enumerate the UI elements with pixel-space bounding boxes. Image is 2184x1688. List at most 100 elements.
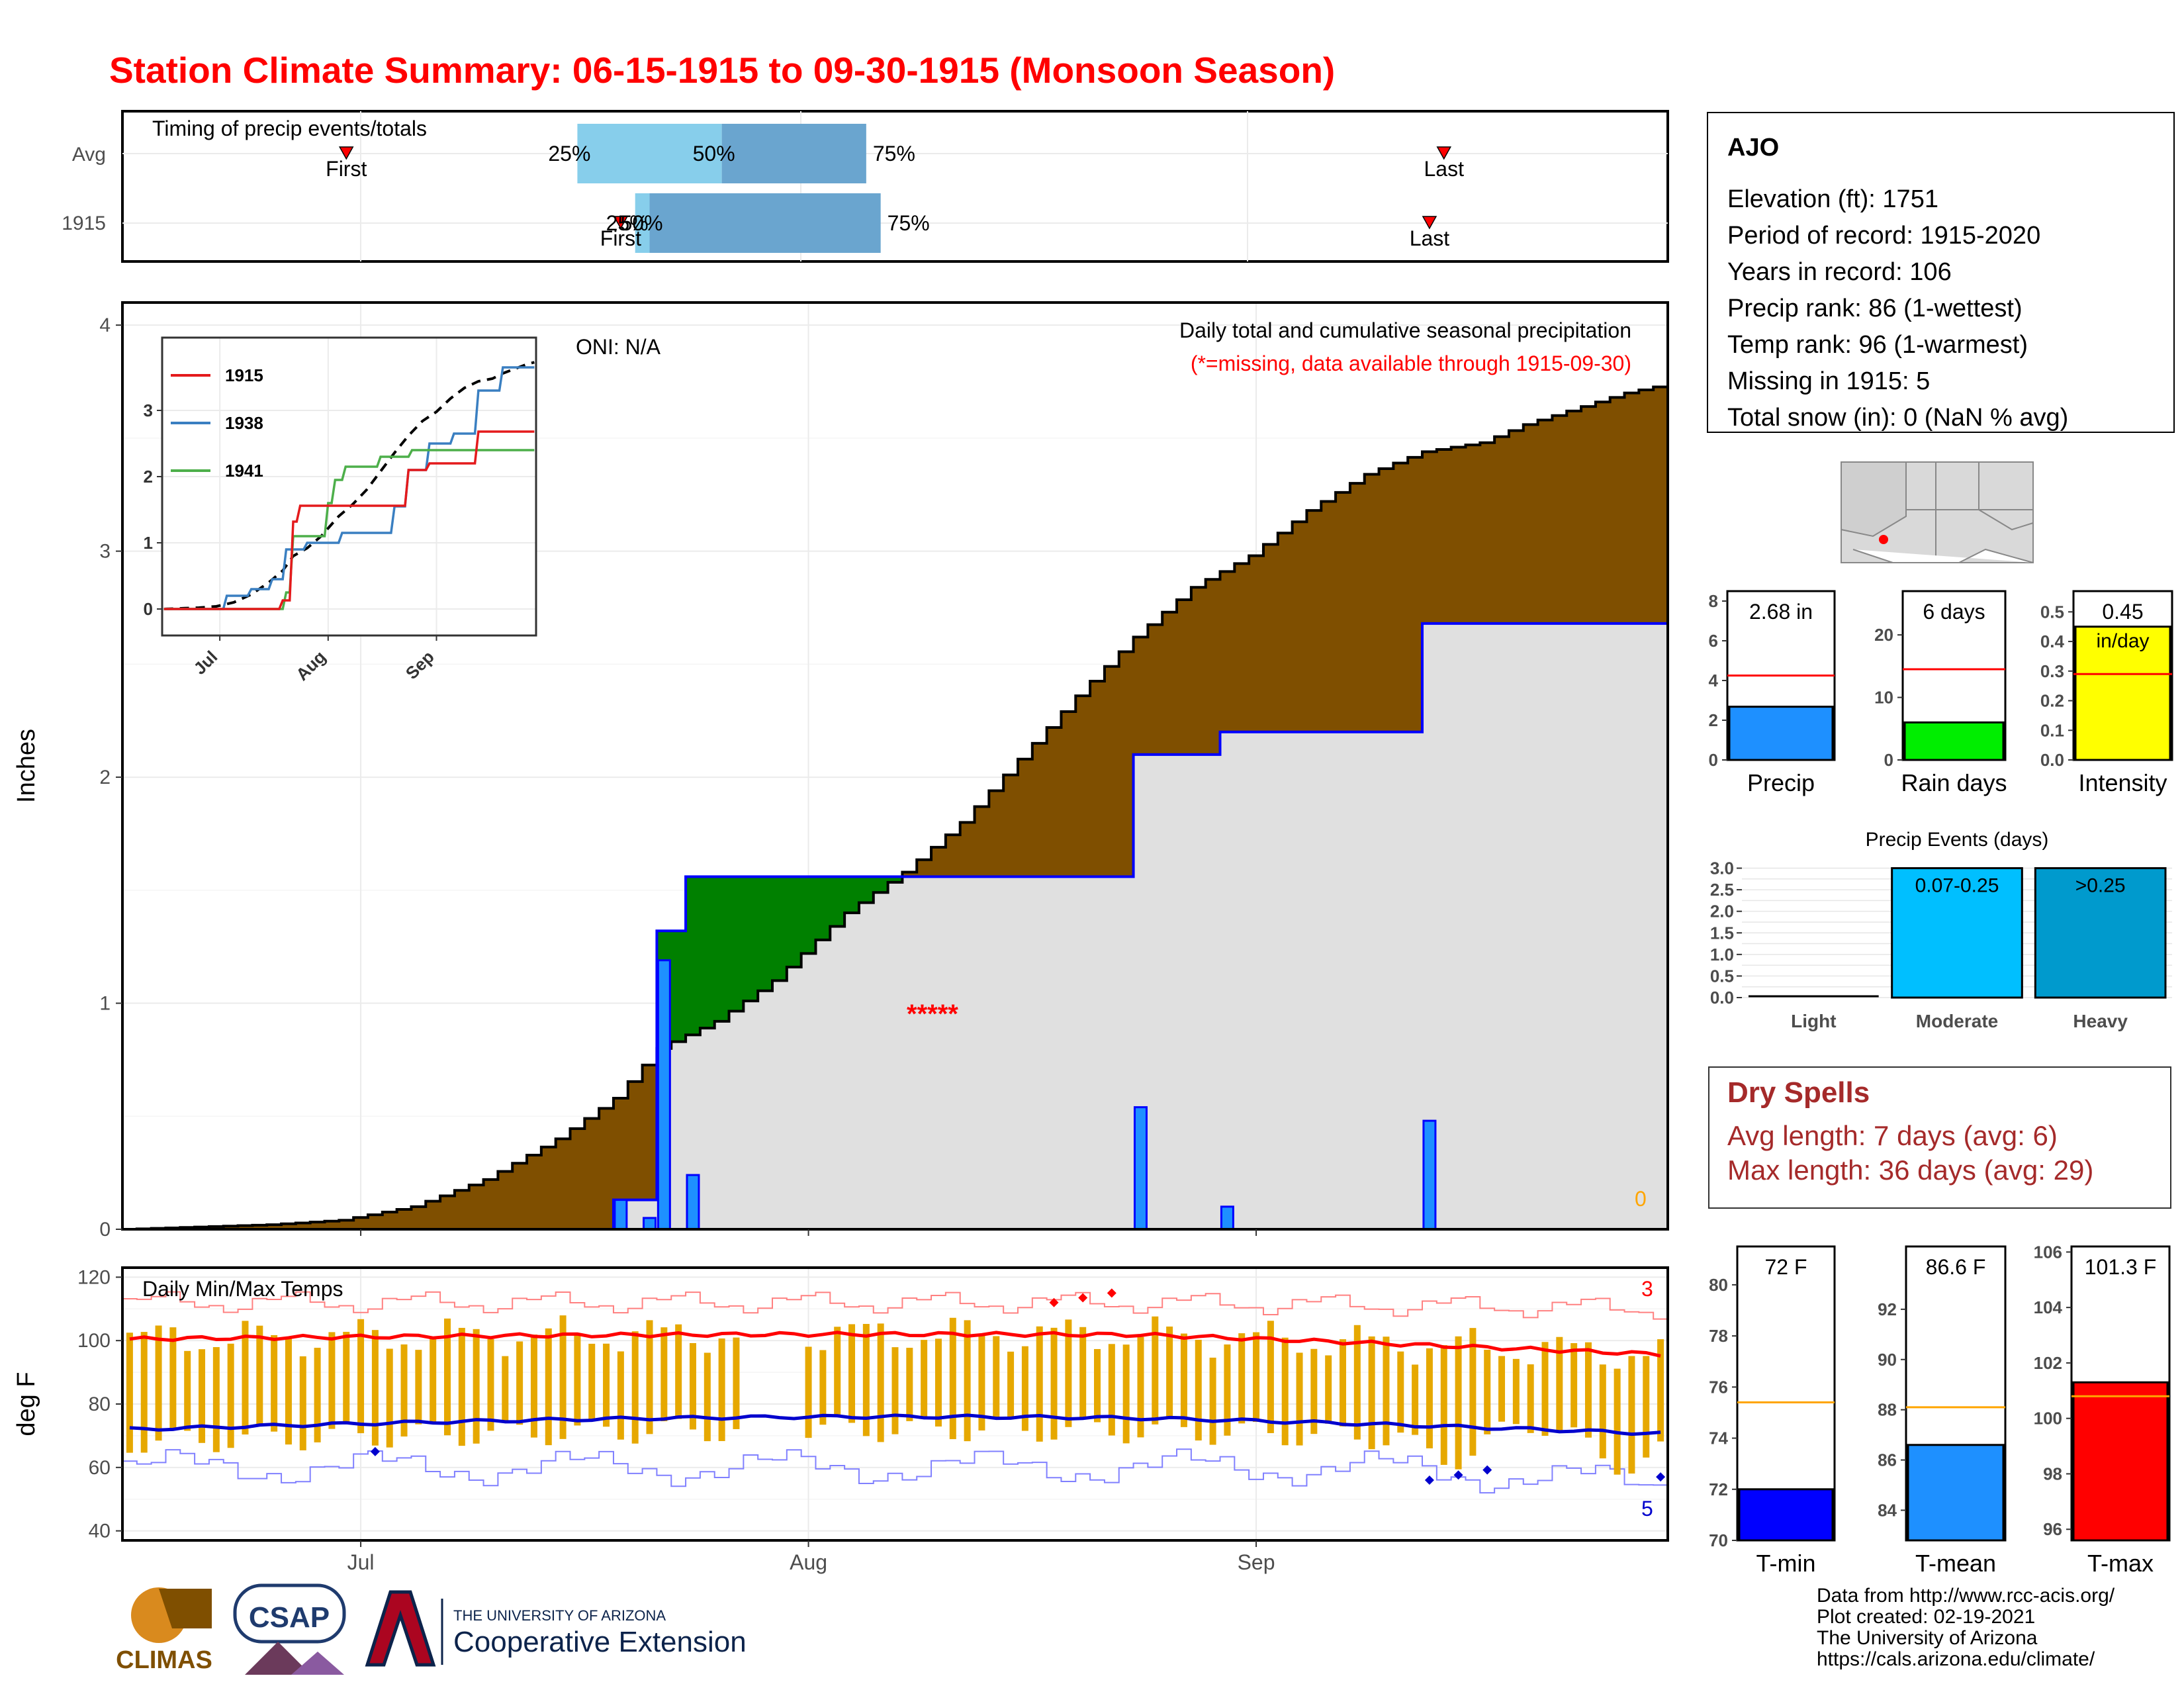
station-info-box: AJO Elevation (ft): 1751 Period of recor… <box>1707 112 2175 433</box>
daily-temp-bar <box>1657 1339 1664 1442</box>
timing-row-1915: 1915 <box>62 212 106 234</box>
temp-y-tick: 100 <box>77 1330 111 1352</box>
station-line: Period of record: 1915-2020 <box>1727 222 2040 250</box>
temp-panel-label: Daily Min/Max Temps <box>142 1277 343 1301</box>
summary-chart-t-mean: 86.6 F 84 86 88 90 92 T-mean <box>1878 1245 2007 1577</box>
temp-y-tick: 40 <box>89 1521 111 1542</box>
summary-chart-intensity: 0.45 in/day 0.0 0.1 0.2 0.3 0.4 0.5 Intensity <box>2040 590 2173 796</box>
daily-temp-bar <box>242 1321 249 1435</box>
inset-legend-label: 1938 <box>225 413 263 433</box>
csap-logo-text: CSAP <box>249 1601 330 1634</box>
daily-temp-bar <box>733 1337 740 1429</box>
daily-temp-bar <box>212 1347 220 1452</box>
temp-y-axis-label: deg F <box>13 1372 40 1436</box>
record-max-marker <box>1107 1288 1116 1298</box>
y-tick-label: 3 <box>99 541 111 563</box>
daily-temp-bar <box>978 1335 985 1430</box>
summary-bar <box>2074 626 2171 761</box>
summary-tick: 10 <box>1874 688 1893 708</box>
record-min-marker <box>1482 1465 1492 1475</box>
summary-tick: 78 <box>1709 1326 1728 1346</box>
timing-marker <box>1436 146 1452 160</box>
climas-logo: CLIMAS <box>116 1587 212 1674</box>
timing-bar-q25-q50 <box>577 124 722 183</box>
summary-name: Rain days <box>1901 769 2007 796</box>
summary-tick: 96 <box>2043 1519 2062 1539</box>
daily-temp-bar <box>530 1335 537 1438</box>
daily-temp-bar <box>1021 1346 1028 1431</box>
timing-marker <box>1422 216 1437 230</box>
oni-label: ONI: N/A <box>576 335 661 359</box>
daily-temp-bar <box>1412 1364 1419 1435</box>
average-cumulative-line <box>122 385 1668 1231</box>
daily-temp-bar <box>1512 1358 1520 1425</box>
summary-tick: 20 <box>1874 625 1893 645</box>
event-category: Light <box>1791 1011 1836 1031</box>
daily-temp-bar <box>1353 1325 1361 1440</box>
daily-temp-bar <box>1484 1349 1491 1434</box>
missing-marks: ***** <box>907 1000 958 1029</box>
inset-y-tick: 3 <box>144 400 153 420</box>
daily-temp-bar <box>1599 1364 1606 1459</box>
daily-temp-bar <box>1440 1345 1447 1465</box>
station-line: Precip rank: 86 (1-wettest) <box>1727 295 2023 322</box>
record-min-marker <box>370 1446 380 1456</box>
record-max-line <box>122 1291 1668 1320</box>
daily-temp-bar <box>848 1324 856 1423</box>
timing-pct-label: 50% <box>693 142 735 165</box>
daily-temp-bar <box>1065 1319 1072 1427</box>
daily-precip-bar <box>686 1174 700 1231</box>
daily-temp-bar <box>140 1332 148 1453</box>
daily-temp-bar <box>386 1348 393 1448</box>
daily-temp-bar <box>1310 1348 1318 1434</box>
daily-temp-bar <box>1253 1332 1260 1423</box>
event-bar <box>2034 867 2167 999</box>
daily-temp-bar <box>921 1340 928 1417</box>
y-tick-label: 4 <box>99 314 111 336</box>
temperature-summary-charts: 72 F 70 72 74 76 78 80 T-min 86.6 F 84 86 88 90 92 T-m… <box>1709 1242 2171 1577</box>
dry-spells-max: Max length: 36 days (avg: 29) <box>1727 1154 2093 1186</box>
daily-temp-bar <box>227 1343 234 1448</box>
credit-line: The University of Arizona <box>1817 1627 2038 1649</box>
summary-tick: 92 <box>1878 1299 1897 1319</box>
daily-temp-bar <box>1455 1336 1462 1470</box>
daily-temp-bar <box>1498 1356 1506 1422</box>
event-bar-label: 0.07-0.25 <box>1915 875 1999 897</box>
station-line: Temp rank: 96 (1-warmest) <box>1727 331 2028 359</box>
daily-precip-bar <box>657 959 671 1231</box>
timing-pct-label: 25% <box>548 142 590 165</box>
event-bar-label: >0.25 <box>2075 875 2126 897</box>
event-tick: 0.0 <box>1710 988 1734 1008</box>
climas-logo-text: CLIMAS <box>116 1646 212 1674</box>
inset-legend-label: 1915 <box>225 365 263 385</box>
event-category: Moderate <box>1916 1011 1998 1031</box>
summary-tick: 88 <box>1878 1400 1897 1420</box>
summary-tick: 0.3 <box>2040 661 2064 681</box>
event-tick: 3.0 <box>1710 859 1734 878</box>
station-location-marker <box>1879 535 1888 544</box>
daily-temp-bar <box>1238 1333 1246 1424</box>
daily-temp-bar <box>516 1341 523 1425</box>
credit-line: Plot created: 02-19-2021 <box>1817 1606 2035 1628</box>
timing-marker-label: Last <box>1410 226 1450 250</box>
dry-spells-title: Dry Spells <box>1727 1076 1870 1109</box>
station-line: Total snow (in): 0 (NaN % avg) <box>1727 404 2068 432</box>
daily-temp-bar <box>559 1315 567 1439</box>
daily-temp-bar <box>1570 1343 1578 1428</box>
daily-temp-bar <box>906 1348 913 1421</box>
daily-temp-bar <box>1108 1344 1115 1436</box>
daily-temp-bar <box>891 1347 899 1434</box>
daily-temp-bar <box>689 1342 696 1430</box>
summary-tick: 90 <box>1878 1350 1897 1370</box>
university-of-arizona-logo: THE UNIVERSITY OF ARIZONA Cooperative Ex… <box>365 1590 747 1667</box>
daily-temp-bar <box>1339 1339 1346 1427</box>
summary-unit: in/day <box>2096 630 2149 652</box>
daily-temp-bar <box>502 1356 509 1421</box>
station-line: Elevation (ft): 1751 <box>1727 185 1938 213</box>
daily-temp-bar <box>1584 1342 1592 1438</box>
footer-credits: Data from http://www.rcc-acis.org/ Plot … <box>1817 1585 2115 1670</box>
daily-temp-bar <box>1368 1336 1375 1450</box>
daily-temp-bar <box>199 1349 206 1443</box>
footer-logos: CLIMAS CSAP THE UNIVERSITY OF ARIZONA Co… <box>116 1583 747 1675</box>
